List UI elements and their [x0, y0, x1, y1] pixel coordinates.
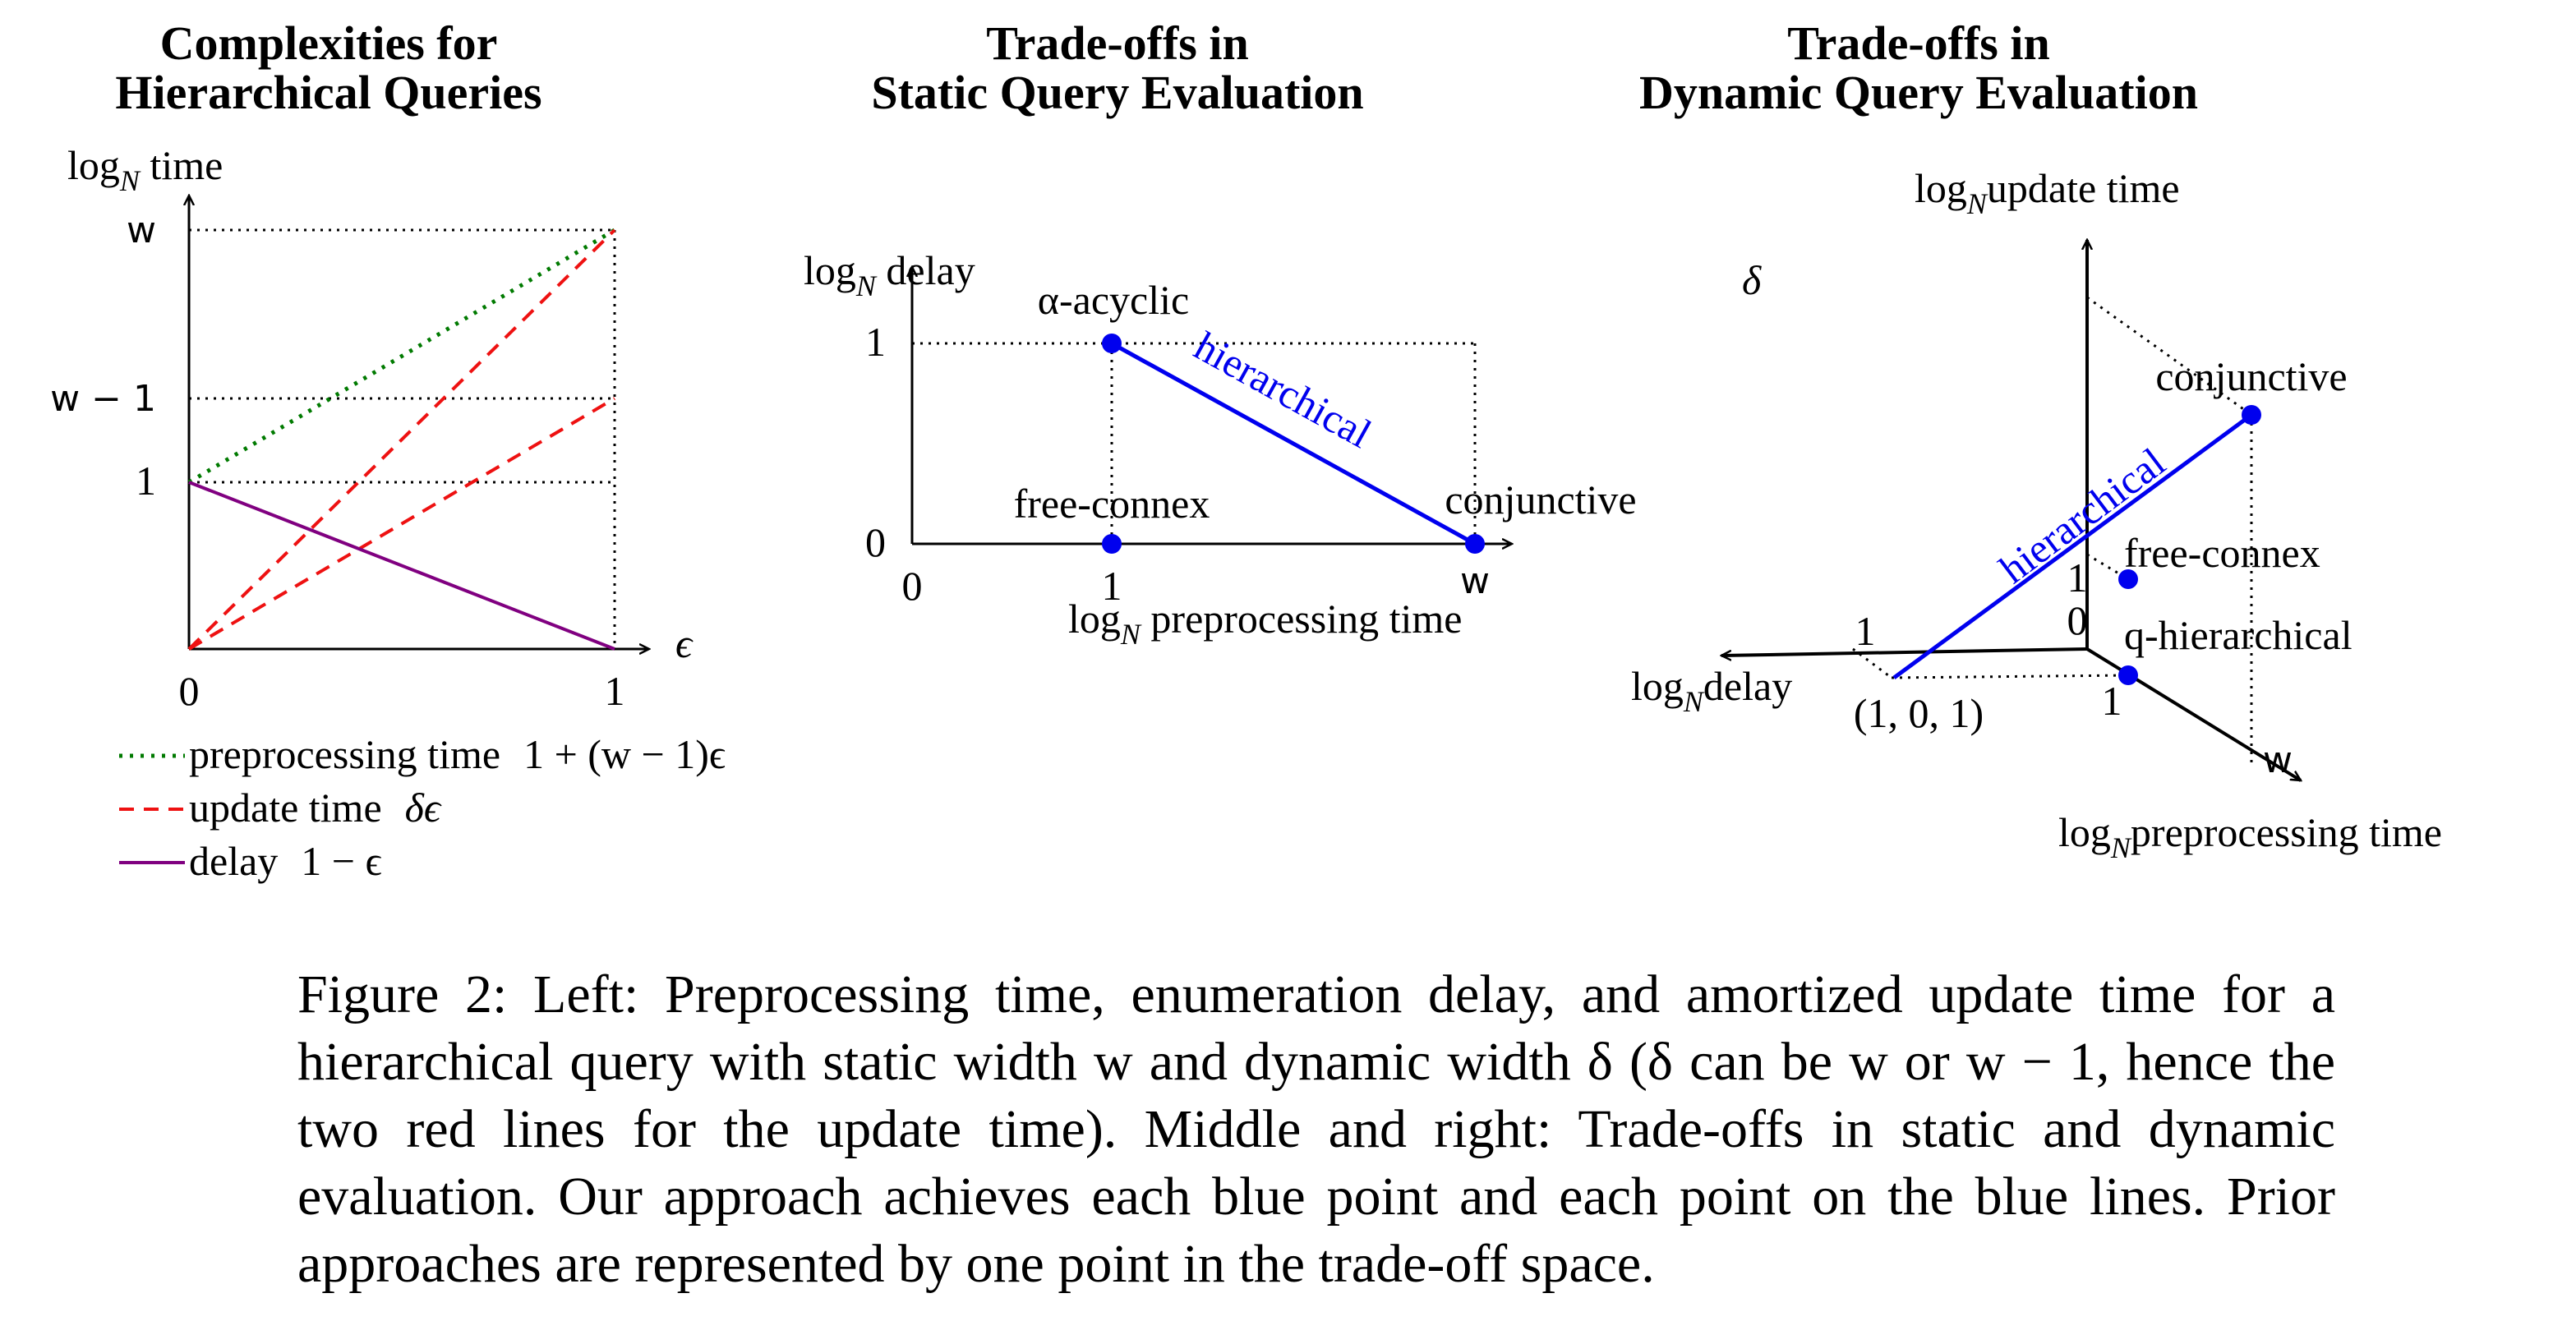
right-tick-one-x: 1 — [1855, 608, 1876, 654]
middle-y-axis-label: logN delay — [804, 247, 975, 302]
left-gridlines — [189, 228, 616, 649]
middle-hierarchical-line — [1110, 341, 1477, 546]
left-title-line2: Hierarchical Queries — [115, 66, 541, 119]
left-x-axis-label: ϵ — [675, 620, 694, 666]
left-title-line1: Complexities for — [160, 16, 498, 70]
middle-ytick-1: 1 — [865, 319, 886, 365]
middle-title-line2: Static Query Evaluation — [871, 66, 1363, 119]
series-update-line-w — [187, 228, 616, 651]
point-alpha-acyclic — [1102, 334, 1122, 353]
middle-xtick-1: 1 — [1102, 563, 1122, 609]
left-xtick-0: 0 — [179, 668, 200, 714]
right-x-axis-label: logNdelay — [1631, 663, 1792, 718]
point-conjunctive-3d — [2242, 405, 2261, 425]
left-legend: preprocessing time 1 + (w − 1)ϵ update ti… — [119, 731, 726, 884]
legend-update-label: update time δϵ — [189, 785, 442, 831]
right-tick-delta: δ — [1742, 257, 1762, 303]
right-point-coord: (1, 0, 1) — [1854, 690, 1984, 736]
right-y-axis-label: logNpreprocessing time — [2058, 809, 2442, 864]
right-z-axis-label: logNupdate time — [1915, 165, 2180, 220]
middle-xtick-0: 0 — [902, 563, 923, 609]
right-title-line1: Trade-offs in — [1787, 16, 2050, 70]
middle-gridlines — [912, 342, 1477, 544]
legend-delay-label: delay 1 − ϵ — [189, 838, 382, 884]
left-y-axis-label: logN time — [67, 142, 223, 197]
right-tick-one-z: 1 — [2067, 555, 2088, 601]
right-tick-w: w — [2263, 739, 2293, 781]
right-x-axis — [1721, 647, 2088, 656]
right-tick-one-y: 1 — [2102, 678, 2122, 724]
left-panel: Complexities for Hierarchical Queries lo… — [50, 16, 726, 884]
label-conjunctive: conjunctive — [1445, 476, 1636, 522]
series-preprocessing-line — [187, 228, 616, 485]
legend-preprocessing-label: preprocessing time 1 + (w − 1)ϵ — [189, 731, 726, 777]
figure-caption: Figure 2: Left: Preprocessing time, enum… — [297, 964, 2335, 1294]
point-q-hierarchical — [2118, 665, 2138, 685]
right-hierarchical-line — [1892, 412, 2253, 680]
left-ytick-1: 1 — [136, 458, 156, 504]
left-xtick-1: 1 — [605, 668, 625, 714]
point-free-connex-3d — [2118, 569, 2138, 589]
middle-title-line1: Trade-offs in — [986, 16, 1249, 70]
middle-ytick-0: 0 — [865, 519, 886, 565]
label-conjunctive-3d: conjunctive — [2155, 353, 2347, 399]
right-panel: Trade-offs in Dynamic Query Evaluation l… — [1631, 16, 2442, 864]
figure-2: Complexities for Hierarchical Queries lo… — [50, 16, 2442, 884]
point-conjunctive — [1465, 534, 1485, 554]
right-title-line2: Dynamic Query Evaluation — [1639, 66, 2198, 119]
label-alpha-acyclic: α-acyclic — [1038, 277, 1189, 323]
label-free-connex-3d: free-connex — [2124, 530, 2320, 576]
left-ytick-w: w — [127, 209, 156, 251]
label-free-connex: free-connex — [1014, 481, 1210, 527]
series-update-line-w-minus-1 — [187, 397, 616, 651]
left-ytick-w-minus-1: w − 1 — [50, 378, 156, 420]
point-free-connex — [1102, 534, 1122, 554]
right-tick-zero: 0 — [2067, 597, 2088, 643]
right-gridlines — [1852, 296, 2253, 764]
middle-panel: Trade-offs in Static Query Evaluation lo… — [804, 16, 1637, 651]
middle-x-axis-label: logN preprocessing time — [1068, 596, 1462, 651]
series-delay-line — [188, 481, 615, 651]
middle-xtick-w: w — [1460, 560, 1490, 602]
label-q-hierarchical: q-hierarchical — [2124, 612, 2353, 658]
